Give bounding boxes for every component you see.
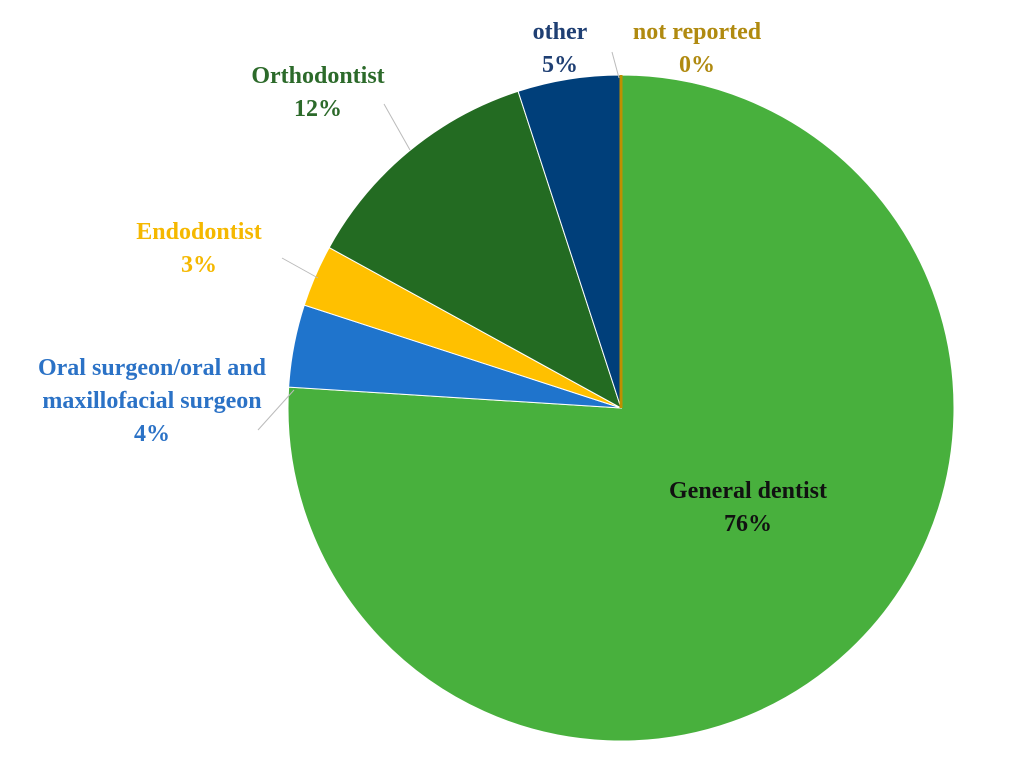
slice-label: General dentist 76% (633, 475, 863, 541)
category-label: Orthodontist (251, 63, 385, 89)
leader-line (611, 51, 620, 79)
category-label: Oral surgeon/oral and maxillofacial surg… (37, 355, 266, 414)
value-label: 76% (724, 511, 772, 537)
slice-label: Orthodontist 12% (218, 60, 418, 126)
leader-line (281, 257, 319, 279)
value-label: 3% (181, 252, 217, 278)
slice-label: Endodontist 3% (99, 216, 299, 282)
value-label: 4% (134, 421, 170, 447)
leader-line (257, 389, 295, 431)
category-label: Endodontist (136, 219, 262, 245)
value-label: 5% (542, 52, 578, 78)
category-label: General dentist (669, 478, 827, 504)
value-label: 12% (294, 96, 342, 122)
slice-label: not reported 0% (597, 16, 797, 82)
slice-label: other 5% (500, 16, 620, 82)
category-label: not reported (632, 19, 762, 45)
leader-line (383, 103, 411, 151)
pie-slice (287, 74, 955, 742)
slice-label: Oral surgeon/oral and maxillofacial surg… (22, 352, 282, 451)
pie-slice (328, 90, 622, 410)
value-label: 0% (679, 52, 715, 78)
category-label: other (532, 19, 588, 45)
